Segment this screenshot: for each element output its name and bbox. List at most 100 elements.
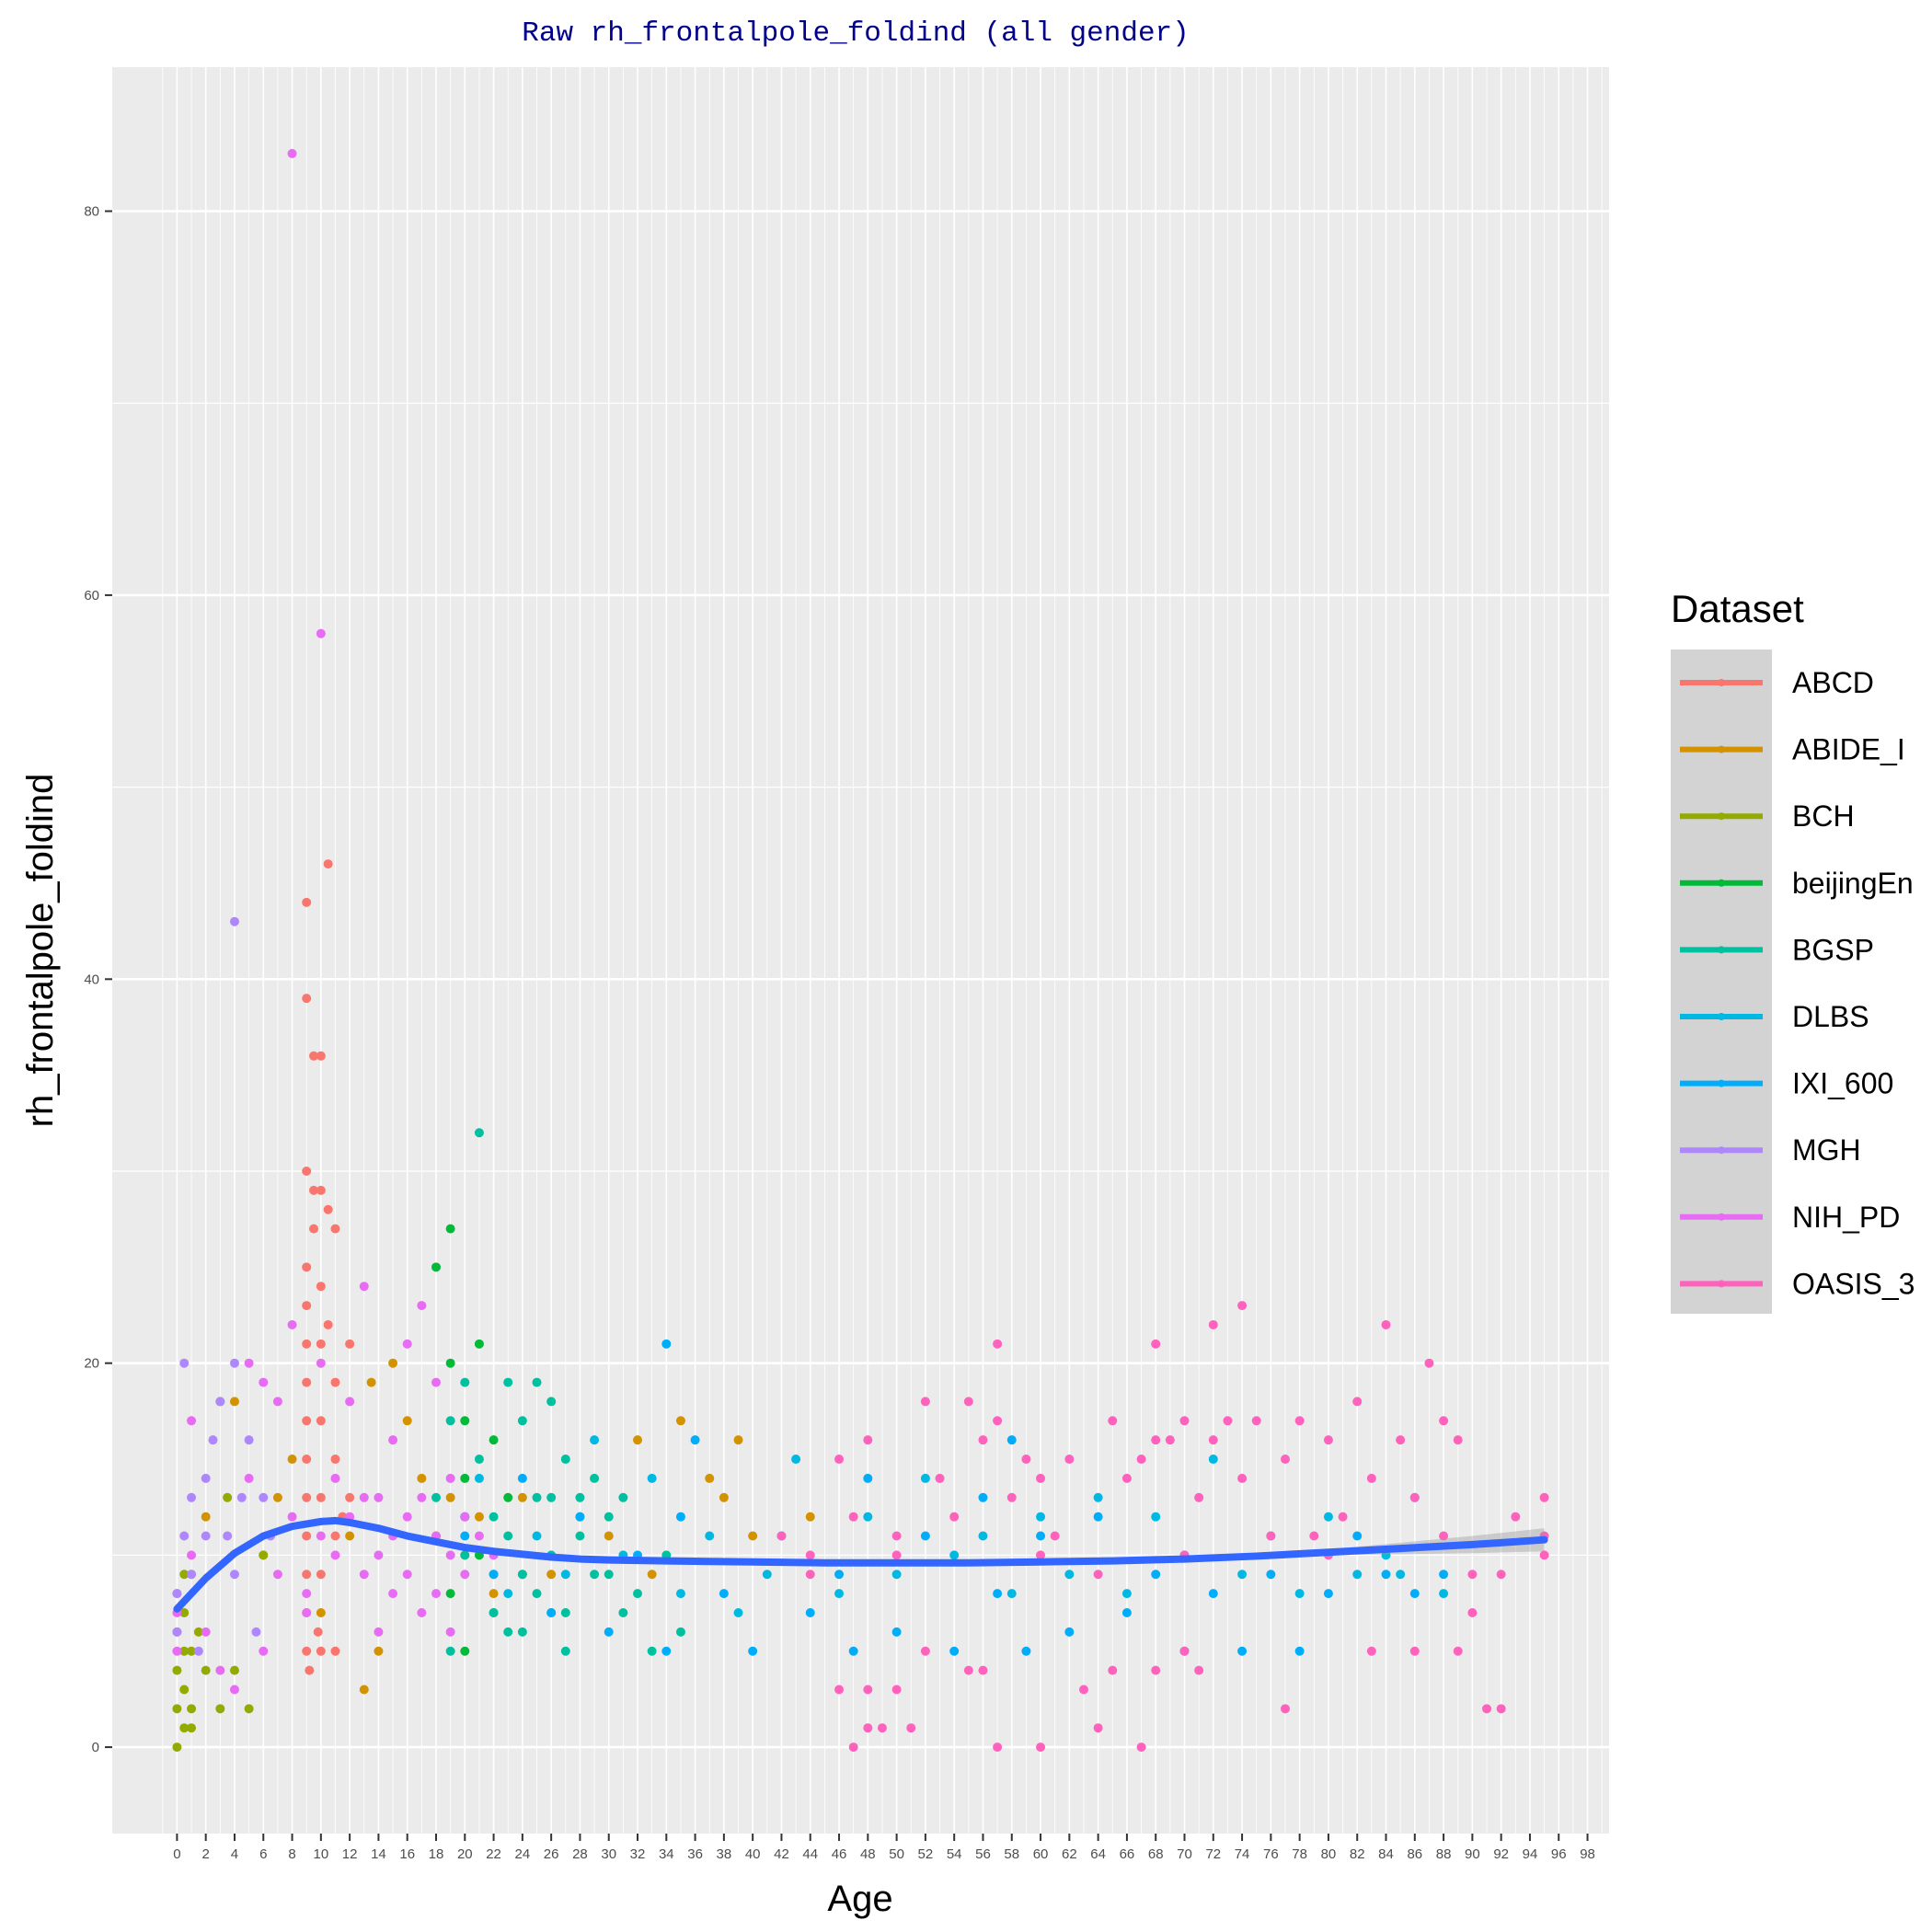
data-point xyxy=(330,1531,340,1541)
data-point xyxy=(1093,1512,1103,1522)
data-point xyxy=(445,1473,455,1483)
data-point xyxy=(1121,1473,1132,1483)
y-axis: 0 20 40 60 80 xyxy=(84,204,112,1755)
y-tick-label: 60 xyxy=(84,588,99,604)
x-tick-label: 12 xyxy=(342,1846,358,1862)
data-point xyxy=(272,1570,282,1580)
series-OASIS_3 xyxy=(776,1301,1549,1753)
data-point xyxy=(503,1531,513,1541)
data-point xyxy=(1366,1646,1376,1656)
data-point xyxy=(172,1589,182,1599)
data-point xyxy=(417,1473,427,1483)
data-point xyxy=(330,1377,340,1387)
data-point xyxy=(1208,1435,1218,1445)
data-point xyxy=(316,1282,326,1292)
data-point xyxy=(920,1646,930,1656)
x-tick-label: 94 xyxy=(1523,1846,1538,1862)
data-point xyxy=(1036,1512,1046,1522)
data-point xyxy=(1237,1646,1248,1656)
data-point xyxy=(949,1550,960,1560)
data-point xyxy=(302,1301,312,1311)
data-point xyxy=(474,1531,484,1541)
data-point xyxy=(1078,1685,1088,1695)
legend-item-IXI_600: IXI_600 xyxy=(1680,1067,1893,1100)
data-point xyxy=(877,1723,887,1733)
data-point xyxy=(503,1492,513,1502)
x-tick-label: 92 xyxy=(1493,1846,1509,1862)
grid-major xyxy=(112,67,1609,1834)
data-point xyxy=(1093,1492,1103,1502)
x-tick-label: 20 xyxy=(457,1846,473,1862)
data-point xyxy=(1108,1665,1118,1675)
data-point xyxy=(172,1646,182,1656)
data-point xyxy=(1281,1455,1291,1465)
data-point xyxy=(259,1492,269,1502)
data-point xyxy=(460,1570,470,1580)
data-point xyxy=(1381,1570,1391,1580)
legend-title: Dataset xyxy=(1671,587,1804,630)
data-point xyxy=(993,1742,1003,1753)
x-tick-label: 22 xyxy=(486,1846,501,1862)
x-tick-label: 32 xyxy=(630,1846,646,1862)
x-tick-label: 48 xyxy=(860,1846,876,1862)
data-point xyxy=(546,1608,557,1617)
data-point xyxy=(187,1704,197,1714)
data-point xyxy=(460,1531,470,1541)
data-point xyxy=(1165,1435,1175,1445)
data-point xyxy=(834,1589,845,1599)
data-point xyxy=(590,1435,600,1445)
data-point xyxy=(330,1646,340,1656)
data-point xyxy=(1439,1416,1449,1426)
data-point xyxy=(1396,1570,1406,1580)
data-point xyxy=(604,1512,614,1522)
legend-item-NIH_PD: NIH_PD xyxy=(1680,1201,1900,1234)
x-tick-label: 74 xyxy=(1235,1846,1250,1862)
data-point xyxy=(618,1492,628,1502)
data-point xyxy=(287,148,297,158)
x-tick-label: 10 xyxy=(313,1846,328,1862)
x-tick-label: 4 xyxy=(231,1846,238,1862)
series-ABCD xyxy=(302,859,355,1675)
legend-key-point xyxy=(1718,1079,1725,1087)
data-point xyxy=(546,1492,557,1502)
data-point xyxy=(517,1416,527,1426)
x-tick-label: 0 xyxy=(173,1846,180,1862)
data-point xyxy=(1151,1665,1161,1675)
x-tick-label: 70 xyxy=(1177,1846,1192,1862)
x-tick-label: 86 xyxy=(1407,1846,1422,1862)
data-point xyxy=(187,1723,197,1733)
data-point xyxy=(1381,1319,1391,1329)
x-tick-label: 16 xyxy=(399,1846,415,1862)
legend-key-point xyxy=(1718,879,1725,887)
data-point xyxy=(805,1550,815,1560)
data-point xyxy=(1151,1339,1161,1349)
data-point xyxy=(1194,1492,1204,1502)
data-point xyxy=(302,1167,312,1176)
data-point xyxy=(302,1589,312,1599)
data-point xyxy=(546,1397,557,1407)
data-point xyxy=(1208,1455,1218,1465)
x-tick-label: 58 xyxy=(1004,1846,1019,1862)
legend-item-ABCD: ABCD xyxy=(1680,666,1874,699)
data-point xyxy=(229,1397,239,1407)
data-point xyxy=(906,1723,916,1733)
data-point xyxy=(259,1646,269,1656)
legend-key-point xyxy=(1718,946,1725,954)
series-NIH_PD xyxy=(172,148,499,1695)
data-point xyxy=(546,1570,557,1580)
data-point xyxy=(863,1723,873,1733)
data-point xyxy=(302,1262,312,1272)
legend-item-OASIS_3: OASIS_3 xyxy=(1680,1267,1915,1300)
data-point xyxy=(187,1492,197,1502)
data-point xyxy=(489,1512,499,1522)
data-point xyxy=(661,1339,672,1349)
data-point xyxy=(1208,1589,1218,1599)
data-point xyxy=(978,1435,988,1445)
data-point xyxy=(215,1397,225,1407)
x-tick-label: 2 xyxy=(202,1846,210,1862)
data-point xyxy=(330,1455,340,1465)
data-point xyxy=(848,1742,858,1753)
data-point xyxy=(503,1627,513,1637)
x-tick-label: 68 xyxy=(1148,1846,1164,1862)
data-point xyxy=(316,1570,326,1580)
